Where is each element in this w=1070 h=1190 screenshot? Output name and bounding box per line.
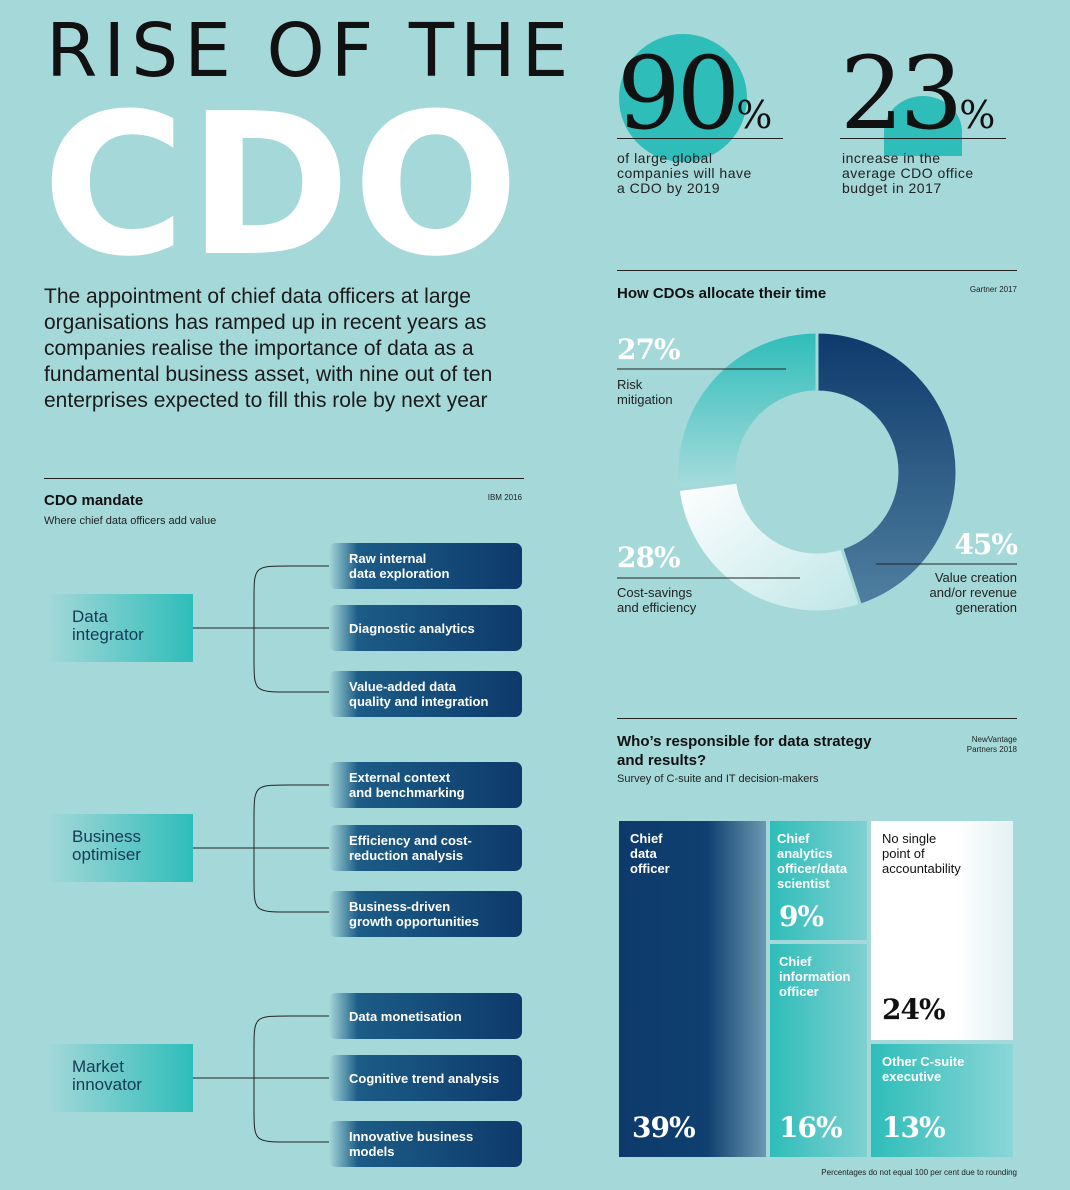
stat-number: 23 [840, 35, 963, 152]
donut-slice-1 [676, 480, 863, 614]
donut-label-value: Value creation and/or revenue generation [929, 570, 1017, 615]
stat-text: increase in the average CDO office budget … [842, 150, 974, 196]
treemap-pct: 9% [779, 900, 824, 933]
role-data-integrator: Data integrator [46, 594, 193, 662]
treemap-none: No single point of accountability 24% [871, 821, 1013, 1040]
mandate-item: Cognitive trend analysis [329, 1055, 522, 1101]
treemap-cdo: Chief data officer 39% [619, 821, 766, 1157]
treemap-cao: Chief analytics officer/data scientist 9% [770, 821, 867, 940]
treemap-label: Other C-suite executive [882, 1054, 965, 1084]
time-title: How CDOs allocate their time [617, 285, 827, 302]
stat-circle-decoration [884, 96, 962, 156]
donut-label-risk: Risk mitigation [617, 377, 673, 407]
mandate-divider [44, 478, 524, 479]
donut-label-cost: Cost-savings and efficiency [617, 585, 697, 615]
donut-label-risk-pct: 27% [617, 333, 681, 366]
treemap-pct: 24% [882, 993, 946, 1026]
time-source: Gartner 2017 [969, 285, 1017, 294]
donut-slice-0 [815, 330, 959, 608]
treemap-pct: 13% [882, 1111, 946, 1144]
mandate-subtitle: Where chief data officers add value [44, 515, 217, 527]
responsible-subtitle: Survey of C-suite and IT decision-makers [617, 773, 819, 785]
stat-number: 90 [617, 35, 740, 152]
mandate-source: IBM 2016 [487, 493, 522, 502]
responsible-source: NewVantage Partners 2018 [966, 735, 1017, 754]
stat-90: 90% of large global companies will have a … [617, 34, 783, 196]
responsible-title: Who’s responsible for data strategy and r… [617, 733, 872, 769]
mandate-item: Diagnostic analytics [329, 605, 522, 651]
role-market-innovator: Market innovator [46, 1044, 193, 1112]
mandate-item: External context and benchmarking [329, 762, 522, 808]
treemap-pct: 16% [779, 1111, 843, 1144]
stat-text: of large global companies will have a CDO … [617, 150, 752, 196]
mandate-item: Data monetisation [329, 993, 522, 1039]
mandate-item: Efficiency and cost-reduction analysis [329, 825, 522, 871]
stat-percent: % [959, 93, 996, 137]
mandate-item: Business-driven growth opportunities [329, 891, 522, 937]
stat-circle-decoration [619, 34, 747, 162]
treemap-label: Chief information officer [779, 954, 851, 999]
treemap-label: No single point of accountability [882, 831, 961, 876]
role-business-optimiser: Business optimiser [46, 814, 193, 882]
mandate-title: CDO mandate [44, 492, 144, 509]
intro-paragraph: The appointment of chief data officers a… [44, 285, 493, 412]
title-line-1: RISE OF THE [46, 8, 575, 94]
treemap-cio: Chief information officer 16% [770, 944, 867, 1157]
treemap-other: Other C-suite executive 13% [871, 1044, 1013, 1157]
treemap-pct: 39% [632, 1111, 696, 1144]
mandate-item: Raw internal data exploration [329, 543, 522, 589]
stat-percent: % [736, 93, 773, 137]
treemap-label: Chief analytics officer/data scientist [777, 831, 848, 891]
donut-label-cost-pct: 28% [617, 541, 681, 574]
title-line-2: CDO [42, 72, 522, 300]
mandate-item: Innovative business models [329, 1121, 522, 1167]
responsible-divider [617, 718, 1017, 719]
time-divider [617, 270, 1017, 271]
stat-23: 23% increase in the average CDO office bud… [840, 34, 1006, 196]
mandate-item: Value-added data quality and integration [329, 671, 522, 717]
donut-label-value-pct: 45% [954, 528, 1018, 561]
divider [617, 138, 783, 139]
donut-slice-2 [675, 330, 819, 492]
treemap-label: Chief data officer [630, 831, 670, 876]
divider [840, 138, 1006, 139]
footnote: Percentages do not equal 100 per cent du… [821, 1168, 1017, 1177]
